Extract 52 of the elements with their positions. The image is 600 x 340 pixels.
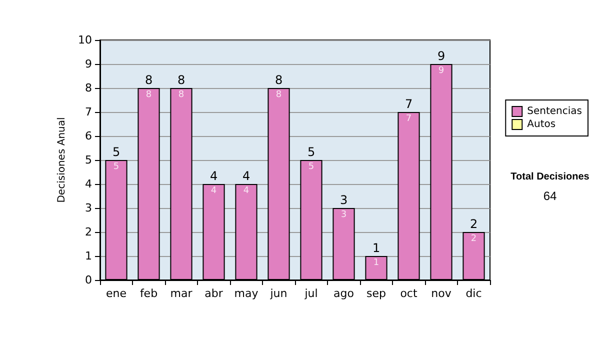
y-tick-label: 7 bbox=[85, 106, 92, 118]
x-tick-label: sep bbox=[366, 287, 386, 300]
annotation: 9 bbox=[437, 49, 446, 63]
x-tick-label: nov bbox=[431, 287, 452, 300]
data-label: 8 bbox=[178, 90, 184, 100]
y-tick-label: 9 bbox=[85, 58, 92, 70]
x-tick-label: jun bbox=[269, 287, 288, 300]
y-tick-label: 1 bbox=[85, 250, 92, 262]
data-label: 1 bbox=[373, 258, 380, 268]
x-tick-label: feb bbox=[140, 287, 158, 300]
annotation: 8 bbox=[144, 73, 153, 87]
y-tick-label: 10 bbox=[78, 34, 92, 46]
data-label: 3 bbox=[340, 210, 347, 220]
y-tick-label: 2 bbox=[85, 226, 92, 238]
y-tick-label: 6 bbox=[85, 130, 92, 142]
y-tick-label: 5 bbox=[85, 154, 92, 166]
y-tick-label: 3 bbox=[85, 202, 92, 214]
legend-label: Sentencias bbox=[527, 106, 582, 117]
data-label: 9 bbox=[438, 66, 444, 76]
data-label: 5 bbox=[113, 162, 120, 172]
legend-label: Autos bbox=[527, 119, 556, 130]
data-label: 4 bbox=[243, 186, 250, 196]
data-label: 8 bbox=[276, 90, 282, 100]
x-tick-label: ago bbox=[334, 287, 354, 300]
x-tick-label: abr bbox=[204, 287, 224, 300]
y-tick-label: 0 bbox=[85, 274, 92, 286]
annotation: 8 bbox=[177, 73, 186, 87]
data-label: 8 bbox=[146, 90, 152, 100]
y-tick-label: 8 bbox=[85, 82, 92, 94]
y-tick-label: 4 bbox=[85, 178, 92, 190]
text: 64 bbox=[543, 189, 557, 203]
annotation: 5 bbox=[307, 145, 316, 159]
data-label: 4 bbox=[210, 186, 217, 196]
x-tick-label: mar bbox=[170, 287, 193, 300]
data-label: 7 bbox=[406, 114, 412, 124]
annotation: 7 bbox=[404, 97, 413, 111]
x-tick-label: jul bbox=[304, 287, 318, 300]
annotation: 4 bbox=[210, 169, 218, 183]
annotation: 4 bbox=[242, 169, 250, 183]
annotation: 5 bbox=[112, 145, 120, 159]
data-label: 2 bbox=[470, 234, 477, 244]
x-tick-label: dic bbox=[466, 287, 482, 300]
x-tick-label: ene bbox=[106, 287, 127, 300]
annotation: 1 bbox=[372, 241, 380, 255]
annotation: 3 bbox=[340, 193, 348, 207]
data-label: 5 bbox=[308, 162, 314, 172]
x-tick-label: may bbox=[234, 287, 259, 300]
annotation: 8 bbox=[274, 73, 283, 87]
text: Total Decisiones bbox=[510, 172, 590, 182]
x-tick-label: oct bbox=[400, 287, 418, 300]
y-axis-title: Decisiones Anual bbox=[56, 117, 68, 203]
annotation: 2 bbox=[470, 217, 478, 231]
